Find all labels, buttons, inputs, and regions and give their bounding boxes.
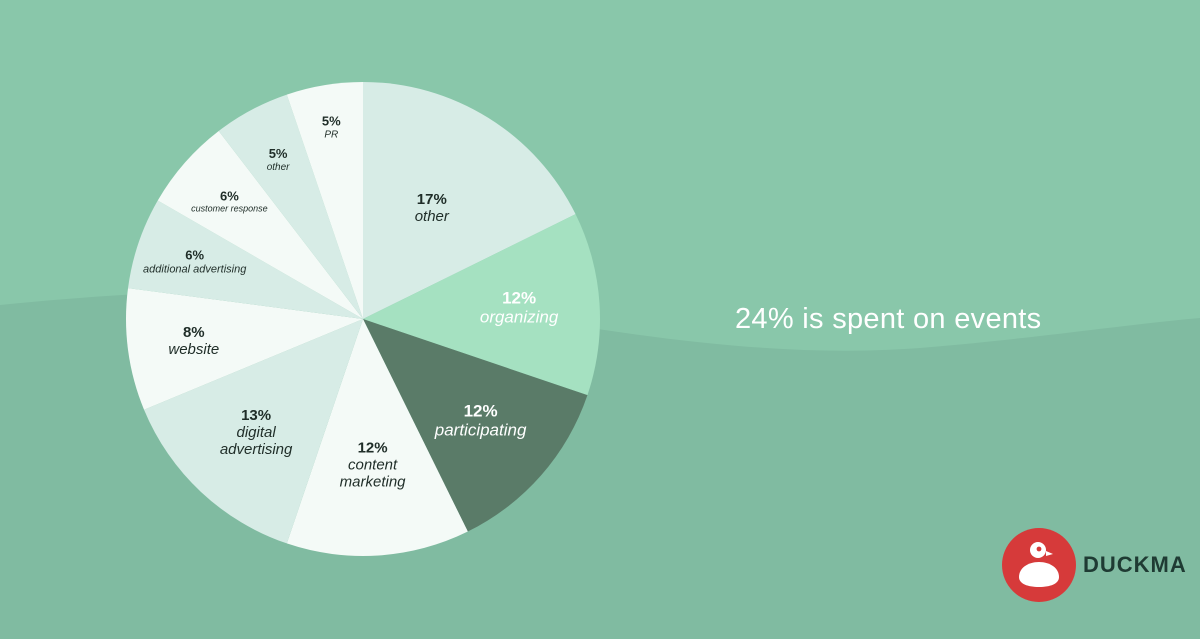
slice-percent-label: 12% [464, 402, 498, 421]
slice-category-label: participating [434, 421, 527, 440]
slice-category-label: PR [324, 129, 338, 140]
pie-slice [218, 94, 363, 319]
pie-slice [144, 319, 363, 544]
slice-percent-label: 12% [358, 440, 388, 457]
slice-category-label: digital [236, 424, 276, 441]
slice-percent-label: 6% [220, 188, 239, 203]
pie-slice [286, 82, 363, 319]
slice-category-label: other [267, 162, 290, 173]
pie-slice [363, 82, 576, 319]
slice-category-label: content [348, 457, 398, 474]
pie-slice [363, 214, 600, 396]
slice-category-label: additional advertising [143, 263, 247, 275]
slice-percent-label: 17% [417, 191, 447, 208]
slice-category-label: advertising [220, 441, 293, 458]
slice-category-label: customer response [191, 203, 268, 213]
slice-percent-label: 13% [241, 407, 271, 424]
pie-slice [126, 288, 364, 410]
pie-slice [128, 200, 363, 319]
slice-category-label: other [415, 208, 450, 225]
slice-category-label: organizing [480, 307, 559, 326]
pie-slice [286, 319, 468, 556]
brand-logo: DUCKMA [1002, 528, 1186, 602]
slice-percent-label: 5% [322, 113, 341, 128]
slice-category-label: marketing [340, 474, 407, 491]
slice-percent-label: 6% [185, 247, 204, 262]
pie-slice [157, 130, 363, 319]
pie-slice [363, 319, 588, 532]
brand-name: DUCKMA [1083, 552, 1187, 577]
slice-category-label: website [168, 341, 219, 358]
headline-text: 24% is spent on events [735, 303, 1042, 335]
duck-logo-icon [1002, 528, 1076, 602]
slice-percent-label: 8% [183, 324, 205, 341]
slice-percent-label: 5% [269, 146, 288, 161]
slice-percent-label: 12% [502, 288, 536, 307]
